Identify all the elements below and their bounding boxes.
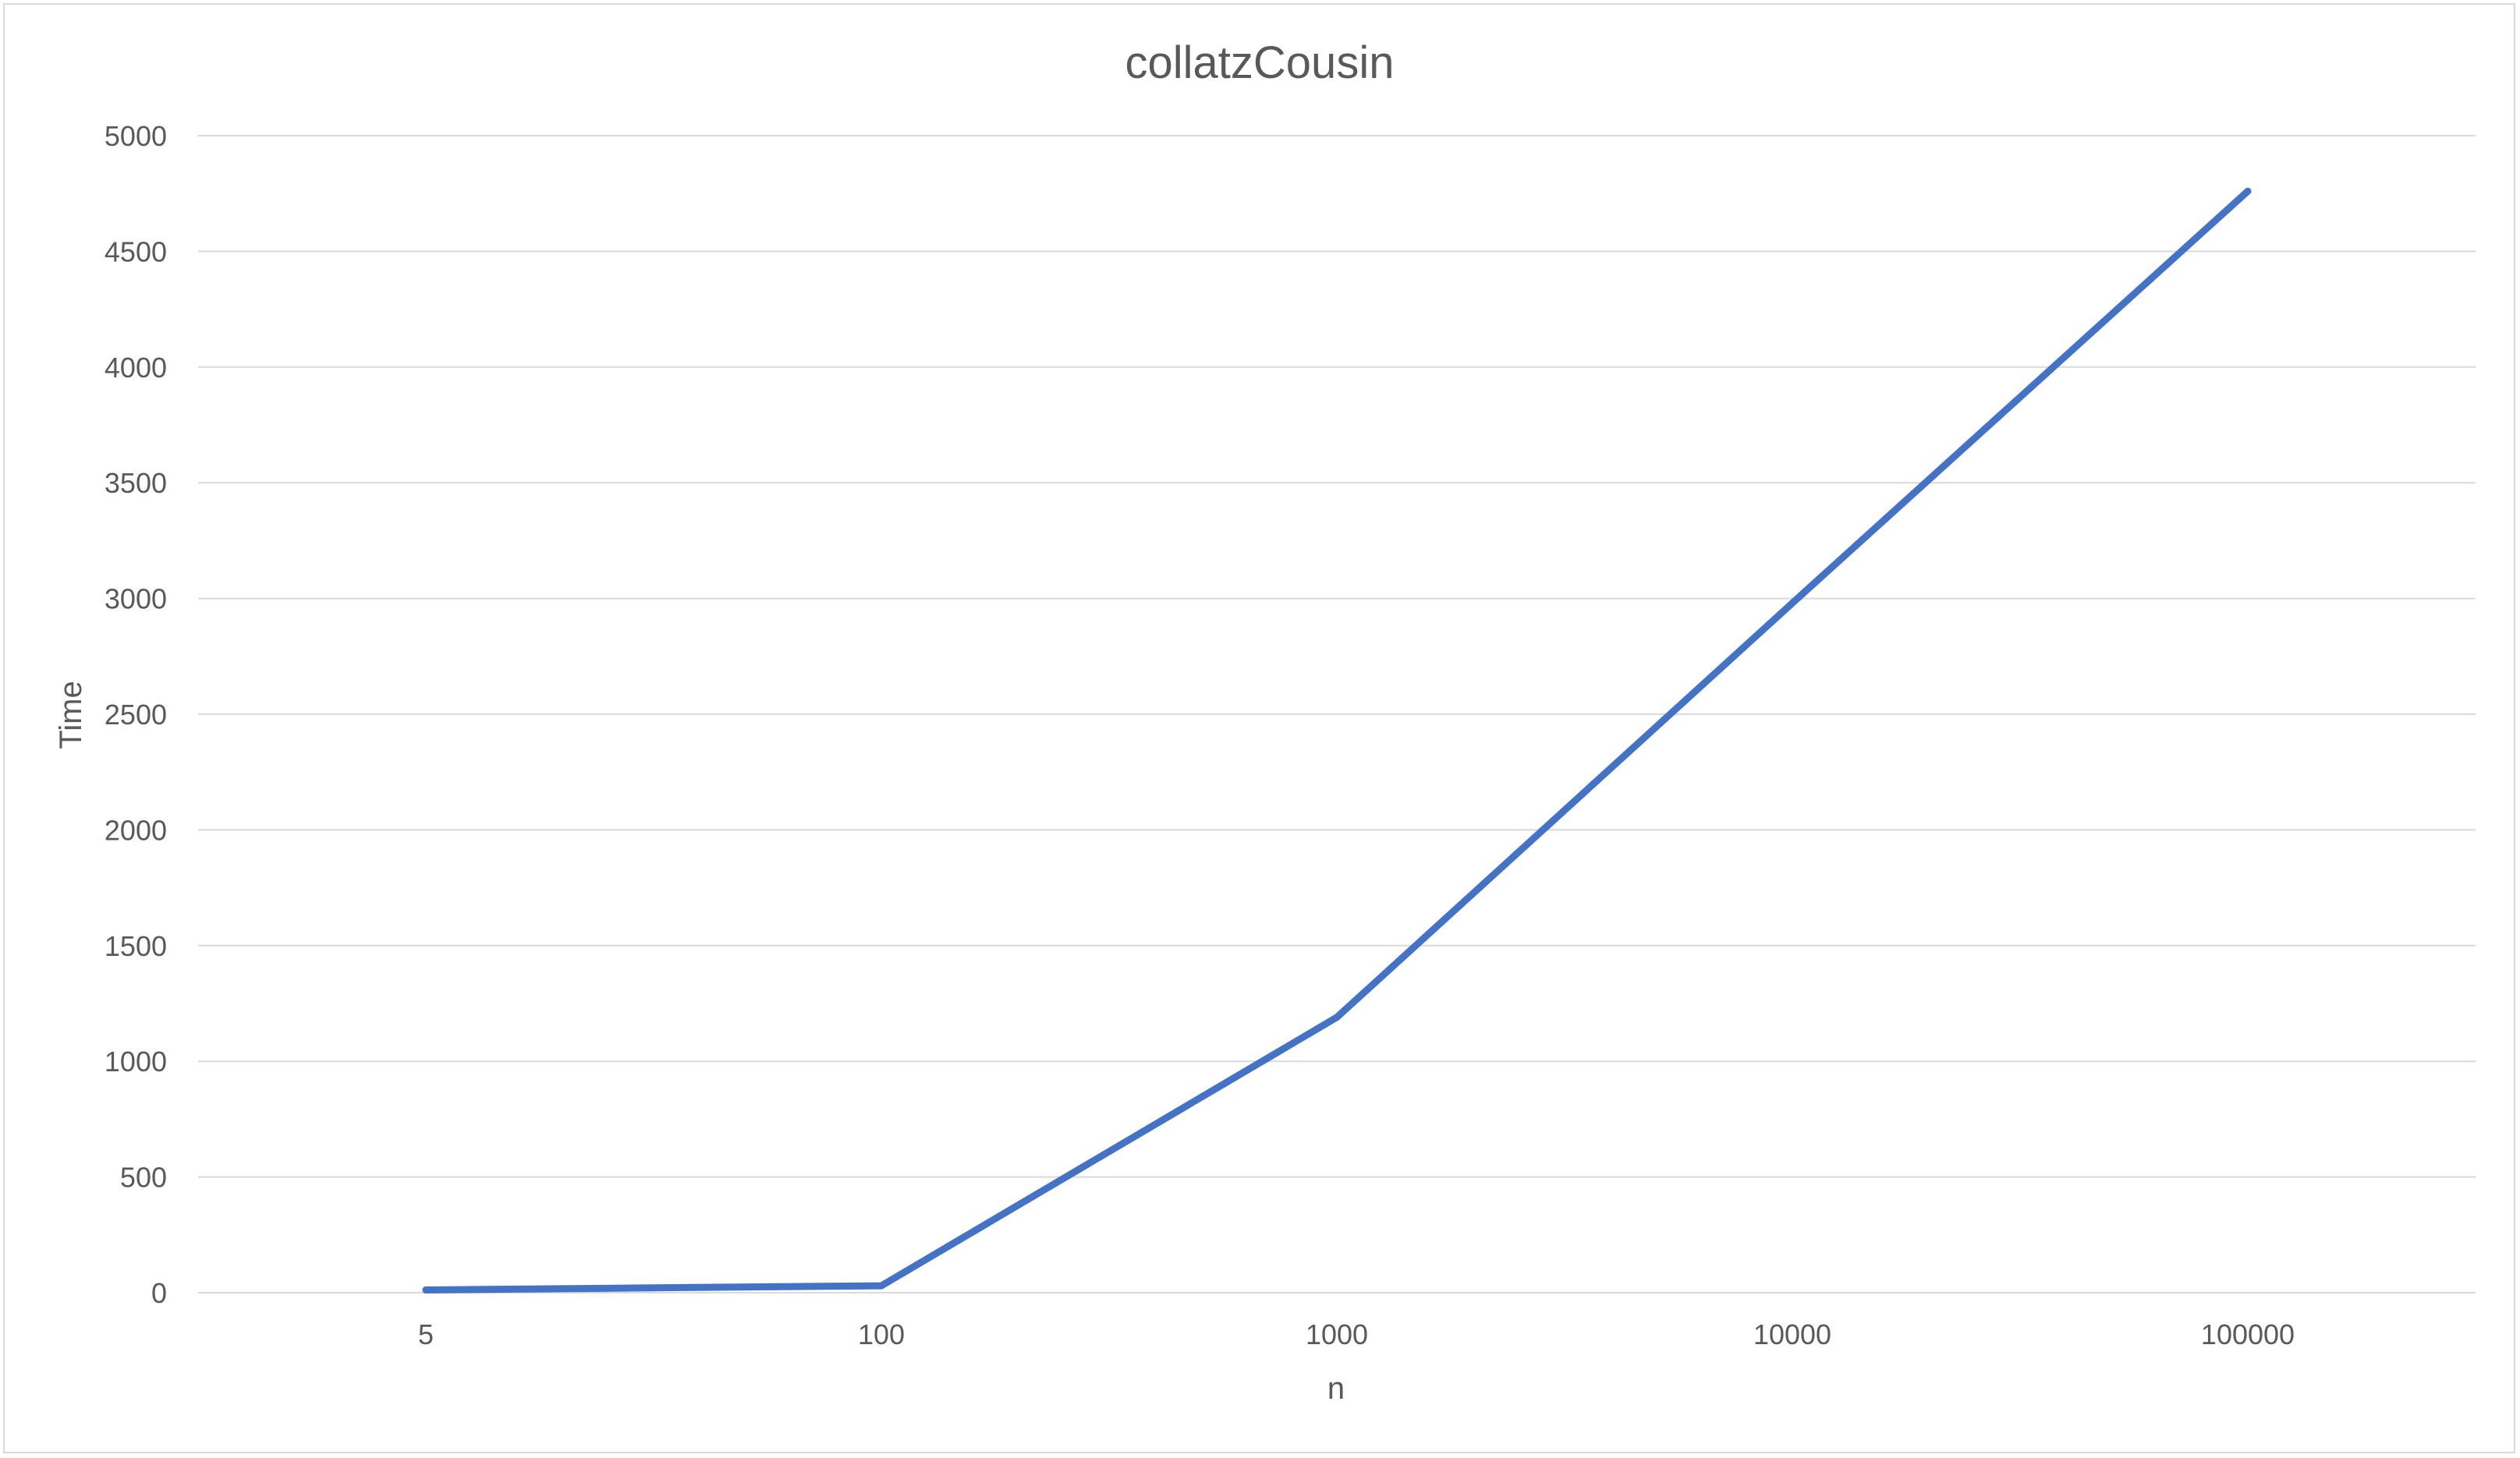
data-point-100000 (2244, 187, 2252, 195)
y-tick-label: 1500 (105, 930, 167, 962)
x-axis-title: n (1327, 1371, 1345, 1406)
x-tick-label: 5 (418, 1318, 434, 1350)
y-tick-label: 0 (151, 1277, 167, 1309)
y-tick-label: 2000 (105, 814, 167, 846)
y-tick-label: 3500 (105, 467, 167, 499)
y-axis-ticks: 0 500 1000 1500 2000 2500 3000 3500 4000 4500 5000 (105, 120, 167, 1309)
y-tick-label: 5000 (105, 120, 167, 152)
y-axis-title: Time (54, 681, 88, 748)
chart-title: collatzCousin (1125, 37, 1395, 88)
gridlines (198, 135, 2476, 1293)
series-line-0 (422, 187, 2252, 1293)
y-tick-label: 1000 (105, 1046, 167, 1078)
data-point-5 (422, 1286, 430, 1293)
y-tick-label: 4500 (105, 235, 167, 267)
chart-frame (3, 3, 2515, 1453)
data-point-10000 (1788, 600, 1796, 607)
x-tick-label: 1000 (1306, 1318, 1368, 1350)
y-tick-label: 500 (120, 1162, 167, 1194)
y-tick-label: 2500 (105, 699, 167, 731)
x-tick-label: 100 (858, 1318, 905, 1350)
y-tick-label: 3000 (105, 583, 167, 615)
x-tick-label: 100000 (2201, 1318, 2295, 1350)
data-point-100 (877, 1282, 885, 1290)
x-tick-label: 10000 (1753, 1318, 1831, 1350)
series-group (422, 187, 2252, 1293)
y-tick-label: 4000 (105, 352, 167, 384)
x-axis-ticks: 5 100 1000 10000 100000 (418, 1318, 2295, 1350)
data-point-1000 (1333, 1014, 1341, 1021)
